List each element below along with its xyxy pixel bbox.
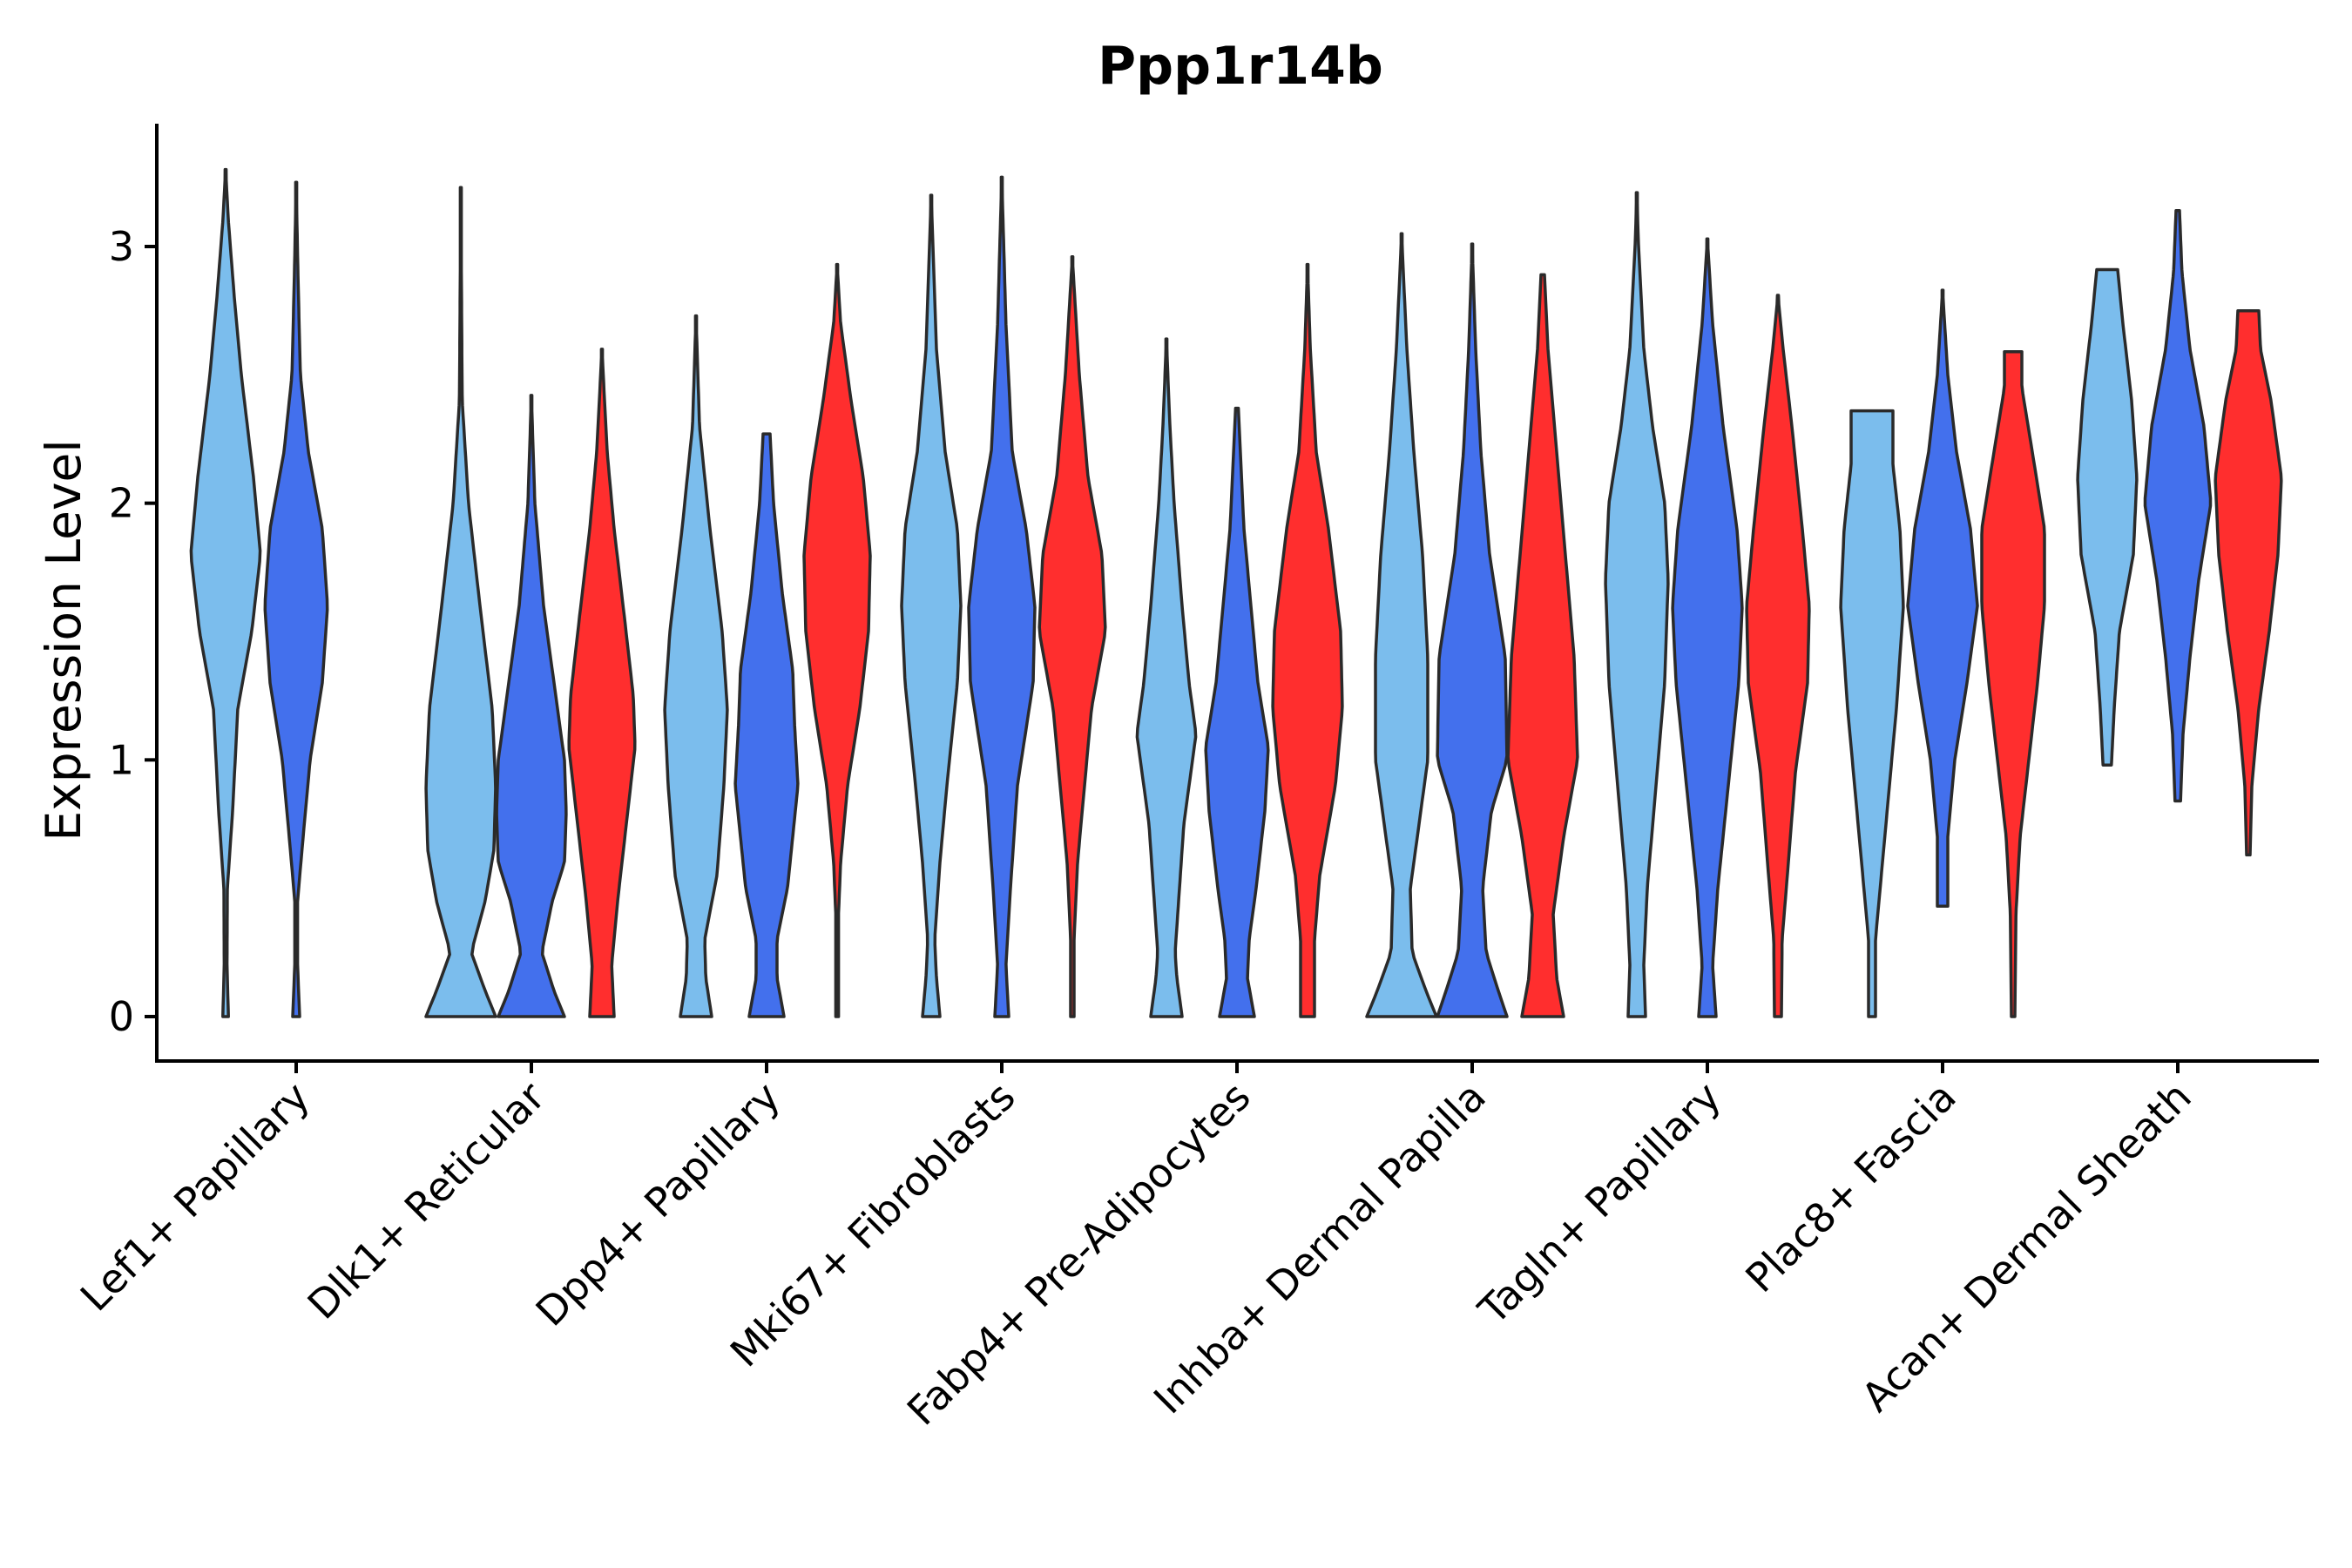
chart-title: Ppp1r14b	[1098, 36, 1383, 97]
violin-dpp4-papillary-group-2	[733, 432, 800, 1018]
violin-dpp4-papillary-group-3	[802, 262, 872, 1018]
violin-mki67-fibroblasts-group-2	[967, 175, 1037, 1018]
y-axis-label: Expression Level	[36, 439, 91, 841]
y-tick-label: 3	[109, 223, 134, 270]
violin-mki67-fibroblasts-group-1	[900, 193, 963, 1018]
violin-inhba-dermal-papilla-group-1	[1365, 232, 1438, 1018]
violin-tagln-papillary-group-1	[1604, 191, 1670, 1018]
violin-dlk1-reticular-group-3	[567, 348, 637, 1018]
violin-tagln-papillary-group-3	[1745, 294, 1811, 1018]
x-tick-label: Plac8+ Fascia	[1736, 1073, 1964, 1301]
violin-fabp4-pre-adipocytes-group-3	[1271, 262, 1344, 1018]
violin-plac8-fascia-group-3	[1980, 350, 2046, 1018]
violin-plac8-fascia-group-1	[1839, 409, 1905, 1018]
y-tick-label: 0	[109, 993, 134, 1040]
x-tick-label: Lef1+ Papillary	[71, 1073, 319, 1321]
violin-dlk1-reticular-group-1	[424, 186, 497, 1018]
violin-inhba-dermal-papilla-group-3	[1506, 273, 1579, 1018]
x-tick-label: Tagln+ Papillary	[1469, 1073, 1730, 1335]
violin-fabp4-pre-adipocytes-group-2	[1204, 406, 1270, 1018]
violin-acan-dermal-sheath-group-3	[2213, 308, 2283, 857]
y-tick-label: 1	[109, 736, 134, 783]
violin-tagln-papillary-group-2	[1671, 237, 1744, 1018]
violin-plac8-fascia-group-2	[1906, 288, 1979, 909]
x-tick-label: Dpp4+ Papillary	[527, 1073, 789, 1335]
violin-acan-dermal-sheath-group-2	[2143, 208, 2213, 803]
violin-inhba-dermal-papilla-group-2	[1436, 242, 1509, 1018]
y-ticks: 0 1 2 3	[109, 223, 157, 1040]
violin-dpp4-papillary-group-1	[663, 314, 729, 1018]
violin-mki67-fibroblasts-group-3	[1037, 255, 1107, 1018]
violin-fabp4-pre-adipocytes-group-1	[1135, 337, 1198, 1018]
violin-lef1-papillary-group-2	[263, 180, 329, 1018]
x-tick-label: Dlk1+ Reticular	[299, 1073, 554, 1328]
violins-layer	[189, 167, 2283, 1018]
violin-lef1-papillary-group-1	[189, 167, 262, 1018]
violin-dlk1-reticular-group-2	[495, 394, 568, 1018]
violin-acan-dermal-sheath-group-1	[2076, 267, 2139, 767]
y-tick-label: 2	[109, 480, 134, 527]
